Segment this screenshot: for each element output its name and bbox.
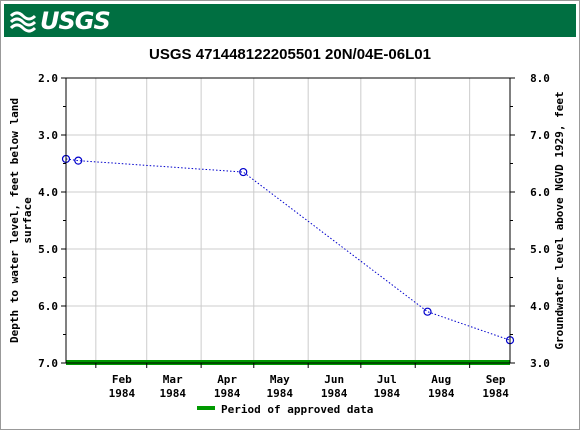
series-line — [65, 158, 511, 341]
x-tick-label-month: Apr — [217, 373, 237, 386]
grid — [66, 77, 510, 364]
x-tick-label-year: 1984 — [214, 387, 241, 400]
x-tick-label-month: Mar — [163, 373, 183, 386]
left-axis: 2.0 3.0 4.0 5.0 6.0 7.0 — [38, 72, 66, 370]
plot-border — [65, 77, 511, 364]
usgs-header-bar: USGS — [4, 4, 576, 37]
x-tick-label-month: Sep — [486, 373, 506, 386]
x-tick-label-month: Feb — [112, 373, 132, 386]
right-tick-label: 7.0 — [530, 129, 550, 142]
left-axis-title-line2: surface — [21, 197, 34, 244]
right-tick-label: 6.0 — [530, 186, 550, 199]
series-layer — [61, 154, 515, 345]
right-tick-label: 5.0 — [530, 243, 550, 256]
x-tick-label-year: 1984 — [267, 387, 294, 400]
data-point — [74, 156, 83, 165]
data-point — [239, 167, 248, 177]
right-tick-label: 3.0 — [530, 357, 550, 370]
x-tick-label-year: 1984 — [482, 387, 509, 400]
x-tick-label-year: 1984 — [321, 387, 348, 400]
x-tick-label-year: 1984 — [428, 387, 455, 400]
right-tick-label: 4.0 — [530, 300, 550, 313]
right-axis-title: Groundwater level above NGVD 1929, feet — [553, 91, 566, 349]
data-point — [423, 307, 432, 316]
left-tick-label: 6.0 — [38, 300, 58, 313]
left-axis-title-line1: Depth to water level, feet below land — [8, 98, 21, 343]
x-tick-label-month: Aug — [431, 373, 451, 386]
x-tick-label-month: Jul — [377, 373, 397, 386]
legend-label-approved: Period of approved data — [221, 403, 373, 416]
left-tick-label: 2.0 — [38, 72, 58, 85]
usgs-logo-text: USGS — [40, 7, 111, 35]
right-axis: 8.0 7.0 6.0 5.0 4.0 3.0 — [510, 72, 550, 370]
legend: Period of approved data — [197, 403, 373, 416]
x-axis: Feb1984Mar1984Apr1984May1984Jun1984Jul19… — [95, 363, 509, 400]
usgs-wave-icon — [10, 11, 36, 33]
left-tick-label: 7.0 — [38, 357, 58, 370]
left-tick-label: 4.0 — [38, 186, 58, 199]
legend-swatch-approved — [197, 406, 215, 410]
left-tick-label: 3.0 — [38, 129, 58, 142]
x-tick-label-month: Jun — [324, 373, 344, 386]
chart-title: USGS 471448122205501 20N/04E-06L01 — [149, 46, 431, 63]
usgs-logo[interactable]: USGS — [10, 7, 111, 35]
x-tick-label-year: 1984 — [109, 387, 136, 400]
right-tick-label: 8.0 — [530, 72, 550, 85]
x-tick-label-year: 1984 — [374, 387, 401, 400]
x-tick-label-year: 1984 — [159, 387, 186, 400]
x-tick-label-month: May — [270, 373, 290, 386]
left-axis-title: Depth to water level, feet below landsur… — [8, 98, 34, 343]
left-tick-label: 5.0 — [38, 243, 58, 256]
